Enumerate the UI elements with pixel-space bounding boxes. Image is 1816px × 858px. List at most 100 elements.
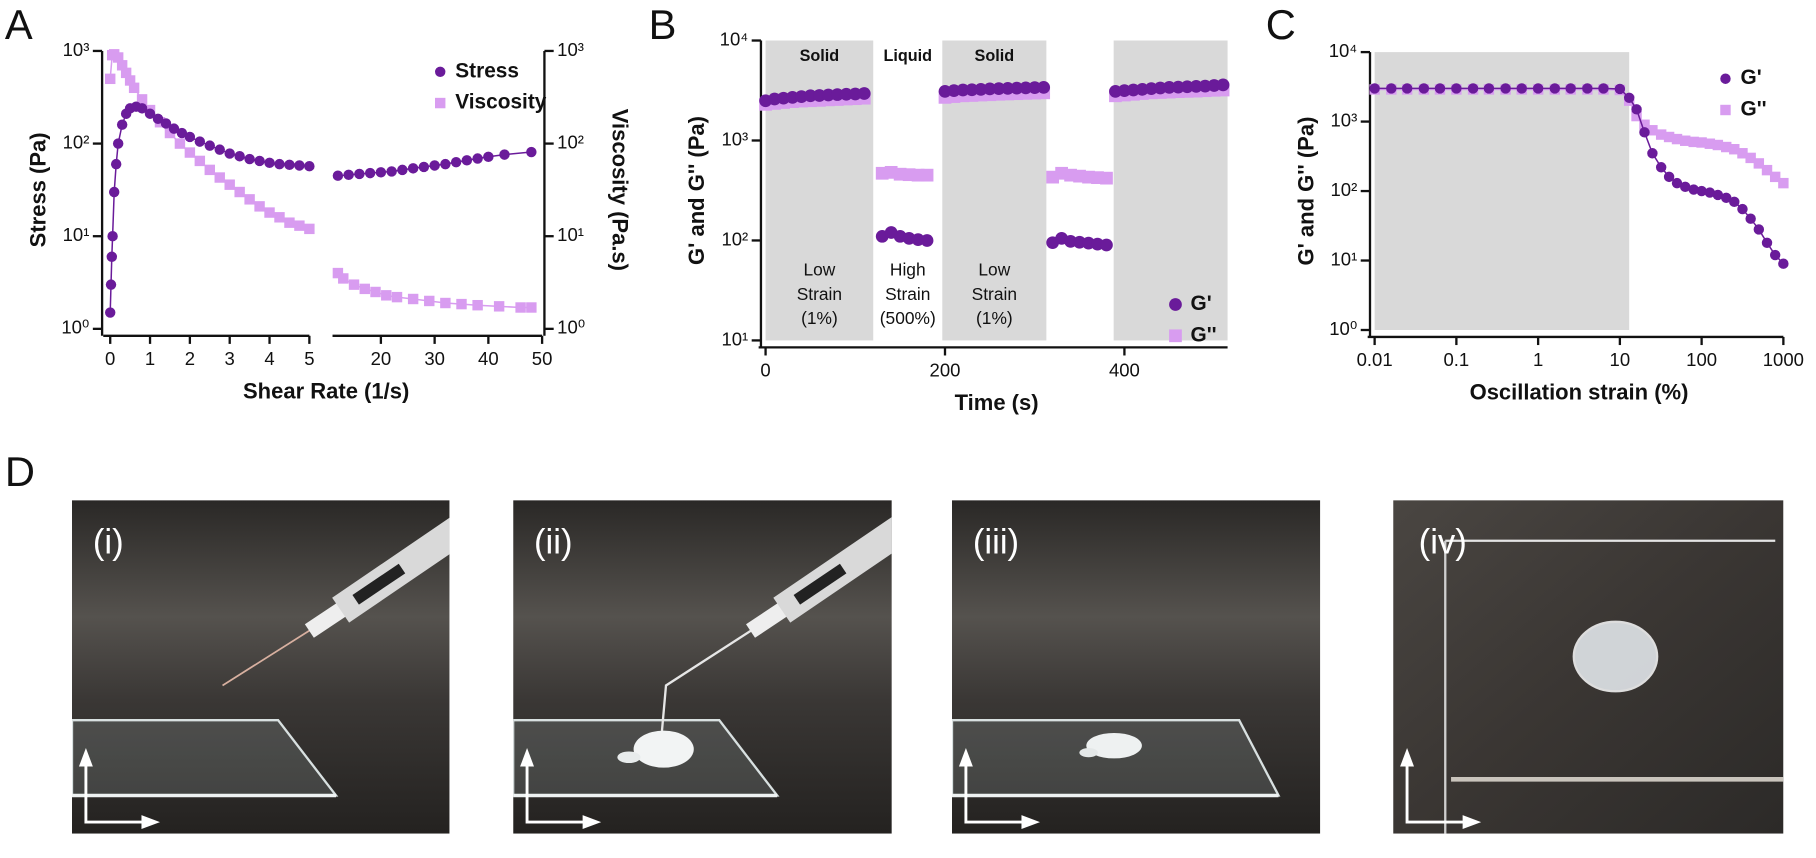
axis-arrow — [84, 752, 156, 824]
marker — [1631, 110, 1642, 122]
marker — [848, 87, 862, 101]
marker — [1704, 187, 1716, 198]
marker — [105, 73, 116, 85]
marker — [1655, 129, 1667, 140]
marker — [244, 153, 255, 165]
marker — [450, 156, 462, 168]
marker — [234, 186, 245, 198]
marker — [1778, 258, 1789, 269]
marker — [418, 161, 430, 173]
x-tick-label: 5 — [304, 348, 314, 369]
marker — [956, 83, 970, 97]
photo-label: (iv) — [1419, 523, 1467, 561]
x-tick-label: 20 — [371, 348, 392, 369]
marker — [144, 108, 156, 119]
x-tick-label: 1 — [145, 348, 155, 369]
marker — [440, 297, 451, 309]
marker — [116, 60, 128, 71]
marker — [1565, 83, 1576, 94]
marker — [1614, 83, 1626, 95]
x-tick-label: 0 — [760, 360, 770, 381]
gel-thread — [660, 615, 775, 738]
marker — [391, 291, 403, 303]
phase-note: Strain — [797, 284, 842, 304]
marker — [1647, 148, 1658, 159]
marker — [1663, 131, 1675, 143]
gel — [1086, 732, 1142, 759]
marker — [1696, 137, 1707, 148]
marker — [839, 87, 853, 101]
marker — [1631, 104, 1642, 115]
photo-background — [952, 500, 1321, 834]
marker — [424, 295, 435, 307]
marker — [234, 151, 245, 162]
x-tick-label: 30 — [424, 348, 445, 369]
photo: (i) — [71, 500, 450, 834]
y-tick-label: 10¹ — [1330, 248, 1357, 269]
marker — [105, 279, 117, 290]
marker — [264, 157, 275, 169]
marker — [1737, 148, 1748, 159]
marker — [214, 172, 225, 183]
marker — [224, 179, 235, 190]
phase-note: Strain — [972, 284, 1017, 304]
marker — [1582, 83, 1593, 94]
marker — [1180, 80, 1194, 94]
marker — [1171, 80, 1185, 94]
marker — [440, 158, 451, 170]
marker — [1386, 83, 1397, 94]
marker — [1688, 136, 1699, 148]
marker — [1721, 141, 1732, 153]
legend-label: G' — [1741, 66, 1762, 89]
marker — [1467, 83, 1479, 94]
arrow-head — [1462, 815, 1482, 830]
marker — [359, 283, 370, 295]
marker — [483, 151, 494, 163]
marker — [1401, 83, 1413, 94]
photo-background — [72, 500, 450, 834]
marker — [1729, 144, 1740, 155]
marker — [128, 82, 140, 94]
marker — [1680, 181, 1691, 193]
chart: 10⁰ 10¹ 10² 10³ 10⁰ 10¹ 10² 10³ 0 1 2 3 4 5 20 30 40 50 Sh… — [25, 39, 632, 404]
marker — [304, 223, 315, 235]
panel-label: D — [5, 448, 35, 495]
marker — [397, 164, 408, 176]
marker — [493, 301, 505, 312]
y2-tick-label: 10² — [557, 131, 584, 152]
marker — [1037, 80, 1051, 94]
y-tick-label: 10² — [721, 228, 748, 249]
marker — [332, 170, 344, 181]
marker — [375, 167, 387, 178]
photo-background — [513, 500, 892, 834]
legend-marker — [1169, 329, 1182, 343]
marker — [1028, 81, 1042, 94]
phase-note: Low — [803, 260, 835, 280]
marker — [184, 147, 196, 158]
marker — [1001, 82, 1015, 95]
marker — [1761, 164, 1773, 176]
marker — [1623, 92, 1635, 104]
legend-label: Viscosity — [455, 91, 546, 114]
axis-arrow — [964, 752, 1036, 824]
marker — [1737, 203, 1748, 215]
marker — [1639, 127, 1650, 138]
marker — [920, 234, 934, 247]
x-axis-title: Shear Rate (1/s) — [243, 378, 409, 403]
marker — [1451, 83, 1462, 94]
marker — [456, 298, 467, 310]
marker — [1753, 224, 1765, 235]
x-tick-label: 1000 — [1763, 349, 1804, 370]
arrow-head — [141, 815, 160, 830]
y-tick-label: 10² — [1330, 179, 1357, 200]
marker — [1704, 138, 1716, 149]
marker — [1712, 189, 1724, 201]
marker — [1483, 83, 1495, 94]
marker — [1019, 81, 1033, 95]
marker — [857, 87, 871, 100]
arrow-head — [958, 748, 973, 767]
marker — [965, 83, 979, 97]
marker — [1769, 249, 1781, 261]
marker — [152, 113, 164, 125]
marker — [920, 168, 934, 182]
